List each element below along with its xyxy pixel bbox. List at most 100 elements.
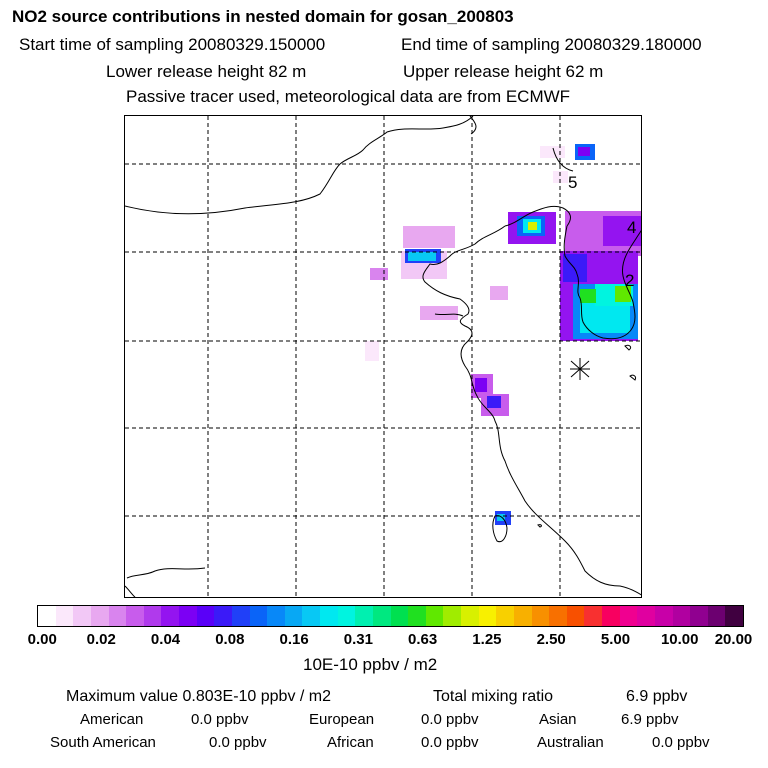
border-line bbox=[552, 147, 574, 172]
colorbar-swatch bbox=[513, 606, 532, 626]
total-mixing-ratio-value: 6.9 ppbv bbox=[626, 688, 688, 705]
coastline-china bbox=[422, 225, 641, 596]
colorbar-swatch bbox=[461, 606, 479, 626]
region-name: Australian bbox=[537, 734, 604, 751]
border-line bbox=[469, 116, 477, 135]
plume-patch bbox=[487, 396, 501, 408]
plume-patch bbox=[490, 286, 508, 300]
coastlines bbox=[125, 116, 641, 597]
plume-patch bbox=[497, 514, 505, 521]
colorbar-swatch bbox=[355, 606, 373, 626]
plume-patch bbox=[475, 378, 487, 392]
map-title: NO2 source contributions in nested domai… bbox=[12, 7, 514, 26]
colorbar-swatch bbox=[637, 606, 655, 626]
colorbar-swatch bbox=[249, 606, 268, 626]
colorbar-tick-label: 10.00 bbox=[660, 631, 699, 648]
plume-patch bbox=[615, 286, 631, 302]
island bbox=[624, 344, 632, 351]
lower-release-height-label: Lower release height 82 m bbox=[106, 62, 307, 81]
colorbar-swatch bbox=[267, 606, 285, 626]
island bbox=[629, 374, 636, 381]
colorbar-swatch bbox=[531, 606, 550, 626]
colorbar-unit: 10E-10 ppbv / m2 bbox=[303, 655, 438, 674]
plume-patch bbox=[420, 306, 458, 320]
colorbar-swatch bbox=[231, 606, 250, 626]
border-line bbox=[125, 585, 136, 597]
colorbar-swatch bbox=[390, 606, 409, 626]
map-panel: 5 4 2 bbox=[124, 115, 642, 598]
source-label-4: 4 bbox=[627, 218, 636, 237]
region-value: 0.0 ppbv bbox=[191, 711, 249, 728]
colorbar-swatch bbox=[372, 606, 391, 626]
tracer-note: Passive tracer used, meteorological data… bbox=[126, 87, 571, 106]
end-time-label: End time of sampling 20080329.180000 bbox=[401, 35, 702, 54]
region-value: 0.0 ppbv bbox=[652, 734, 710, 751]
upper-release-height-label: Upper release height 62 m bbox=[403, 62, 604, 81]
colorbar-swatch bbox=[320, 606, 338, 626]
receptor-marker-icon bbox=[570, 358, 590, 380]
colorbar-swatch bbox=[143, 606, 162, 626]
border-line bbox=[125, 116, 474, 215]
colorbar-swatch bbox=[602, 606, 620, 626]
colorbar-swatch bbox=[179, 606, 197, 626]
colorbar-swatch bbox=[549, 606, 567, 626]
colorbar-swatch bbox=[707, 606, 726, 626]
border-line bbox=[434, 313, 464, 317]
plume-patch bbox=[528, 222, 537, 230]
colorbar-swatch bbox=[566, 606, 585, 626]
maximum-value-label: Maximum value 0.803E-10 ppbv / m2 bbox=[66, 688, 332, 705]
colorbar-swatch bbox=[496, 606, 514, 626]
colorbar-swatch bbox=[690, 606, 708, 626]
colorbar-swatch bbox=[408, 606, 426, 626]
region-value: 0.0 ppbv bbox=[209, 734, 267, 751]
source-label-2: 2 bbox=[625, 271, 634, 290]
colorbar-swatch bbox=[584, 606, 602, 626]
colorbar-tick-label: 5.00 bbox=[600, 631, 631, 648]
colorbar-tick-label: 20.00 bbox=[714, 631, 753, 648]
region-name: European bbox=[309, 711, 375, 728]
colorbar-swatch bbox=[654, 606, 673, 626]
start-time-label: Start time of sampling 20080329.150000 bbox=[19, 35, 326, 54]
plume-patch bbox=[408, 252, 436, 261]
source-label-5: 5 bbox=[568, 173, 577, 192]
plume-patch bbox=[365, 341, 379, 361]
colorbar-tick-label: 0.63 bbox=[408, 631, 438, 648]
colorbar-tick-label: 2.50 bbox=[536, 631, 566, 648]
region-value: 0.0 ppbv bbox=[421, 711, 479, 728]
colorbar-swatch bbox=[73, 606, 91, 626]
colorbar-tick-label: 0.16 bbox=[279, 631, 309, 648]
colorbar-swatch bbox=[38, 606, 56, 626]
colorbar-tick-label: 0.31 bbox=[343, 631, 373, 648]
plume-patch bbox=[553, 171, 568, 183]
colorbar-tick-label: 0.04 bbox=[150, 631, 181, 648]
colorbar-swatch bbox=[55, 606, 74, 626]
region-name: African bbox=[327, 734, 374, 751]
colorbar-swatch bbox=[425, 606, 444, 626]
colorbar-swatch bbox=[108, 606, 127, 626]
region-value: 6.9 ppbv bbox=[621, 711, 679, 728]
island bbox=[537, 524, 542, 528]
plume-patch bbox=[580, 289, 596, 303]
plume-patch bbox=[370, 268, 388, 280]
colorbar-swatch bbox=[619, 606, 638, 626]
total-mixing-ratio-label: Total mixing ratio bbox=[433, 688, 554, 705]
colorbar-tick-label: 0.08 bbox=[215, 631, 245, 648]
colorbar-tick-label: 1.25 bbox=[472, 631, 502, 648]
region-name: Asian bbox=[539, 711, 577, 728]
colorbar-swatch bbox=[672, 606, 691, 626]
colorbar-swatch bbox=[161, 606, 179, 626]
coastline-bohai bbox=[504, 205, 571, 227]
coastline-korea bbox=[563, 225, 641, 340]
map-canvas: 5 4 2 bbox=[125, 116, 641, 597]
colorbar-swatch bbox=[478, 606, 497, 626]
colorbar-swatch bbox=[725, 606, 743, 626]
region-name: American bbox=[80, 711, 144, 728]
colorbar-swatch bbox=[90, 606, 109, 626]
colorbar-swatch bbox=[126, 606, 144, 626]
region-name: South American bbox=[50, 734, 156, 751]
plume-patch bbox=[578, 147, 590, 156]
colorbar-swatch bbox=[443, 606, 461, 626]
lat-lon-grid bbox=[125, 116, 641, 597]
colorbar-swatch bbox=[284, 606, 303, 626]
border-line bbox=[126, 567, 206, 579]
